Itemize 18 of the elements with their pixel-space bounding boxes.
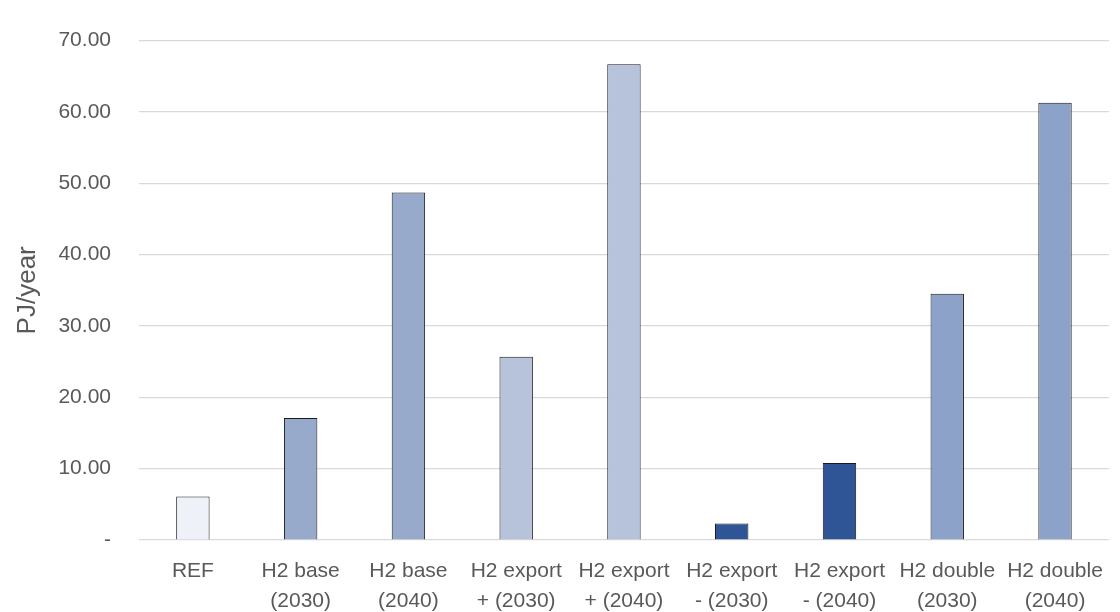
x-tick-label: H2 export + (2040) xyxy=(578,558,670,611)
x-tick-label: H2 export + (2030) xyxy=(470,558,562,611)
x-tick-label: H2 base (2040) xyxy=(369,558,448,611)
x-tick-label: REF xyxy=(171,558,214,582)
y-axis-title: PJ/year xyxy=(10,245,41,335)
x-tick-label: H2 double (2030) xyxy=(899,558,996,611)
y-tick-label: 60.00 xyxy=(58,98,111,122)
x-tick-label: H2 base (2030) xyxy=(261,558,340,611)
y-tick-label: 40.00 xyxy=(58,241,111,265)
y-tick-label: 10.00 xyxy=(58,455,111,479)
y-tick-label: 70.00 xyxy=(58,27,111,51)
y-tick-label: - xyxy=(104,526,111,550)
x-tick-label: H2 export - (2030) xyxy=(686,558,778,611)
x-tick-label: H2 double (2040) xyxy=(1007,558,1103,611)
y-tick-label: 20.00 xyxy=(58,384,111,408)
y-tick-label: 30.00 xyxy=(58,312,111,336)
y-tick-label: 50.00 xyxy=(58,170,111,194)
x-tick-label: H2 export - (2040) xyxy=(793,558,886,611)
